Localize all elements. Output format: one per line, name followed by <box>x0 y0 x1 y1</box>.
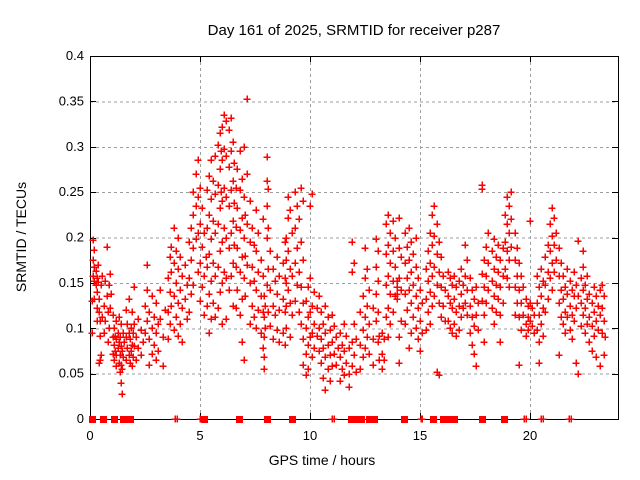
y-tick-label: 0.25 <box>59 184 84 199</box>
y-tick-label: 0.3 <box>66 139 84 154</box>
y-tick-label: 0 <box>77 411 84 426</box>
x-axis-label: GPS time / hours <box>268 452 376 468</box>
scatter-points <box>88 95 609 423</box>
gridlines <box>90 56 618 419</box>
zero-square-marker <box>440 416 447 423</box>
x-tick-label: 15 <box>413 428 427 443</box>
zero-square-marker <box>371 416 378 423</box>
y-tick-label: 0.4 <box>66 48 84 63</box>
chart-title: Day 161 of 2025, SRMTID for receiver p28… <box>207 22 501 39</box>
zero-square-marker <box>111 416 118 423</box>
zero-square-marker <box>479 416 486 423</box>
zero-square-marker <box>447 416 454 423</box>
zero-square-marker <box>451 416 458 423</box>
zero-square-marker <box>120 416 127 423</box>
x-tick-label: 5 <box>196 428 203 443</box>
zero-square-marker <box>89 416 96 423</box>
zero-square-marker <box>100 416 107 423</box>
x-tick-label: 10 <box>303 428 317 443</box>
x-tick-label: 20 <box>523 428 537 443</box>
y-tick-label: 0.2 <box>66 230 84 245</box>
zero-square-marker <box>289 416 296 423</box>
data-point-pluses <box>88 95 609 423</box>
y-tick-label: 0.1 <box>66 320 84 335</box>
zero-square-marker <box>127 416 134 423</box>
zero-square-marker <box>236 416 243 423</box>
y-tick-labels: 0 0.05 0.1 0.15 0.2 0.25 0.3 0.35 0.4 <box>59 48 84 426</box>
x-tick-labels: 0 5 10 15 20 <box>86 428 537 443</box>
y-tick-label: 0.35 <box>59 93 84 108</box>
zero-square-marker <box>366 416 373 423</box>
zero-square-marker <box>430 416 437 423</box>
y-tick-label: 0.05 <box>59 366 84 381</box>
zero-square-marker <box>264 416 271 423</box>
zero-square-marker <box>501 416 508 423</box>
x-tick-label: 0 <box>86 428 93 443</box>
zero-square-marker <box>358 416 365 423</box>
zero-square-marker <box>401 416 408 423</box>
zero-square-marker <box>348 416 355 423</box>
zero-square-marker <box>353 416 360 423</box>
y-tick-label: 0.15 <box>59 275 84 290</box>
zero-value-squares <box>89 416 508 423</box>
zero-square-marker <box>201 416 208 423</box>
